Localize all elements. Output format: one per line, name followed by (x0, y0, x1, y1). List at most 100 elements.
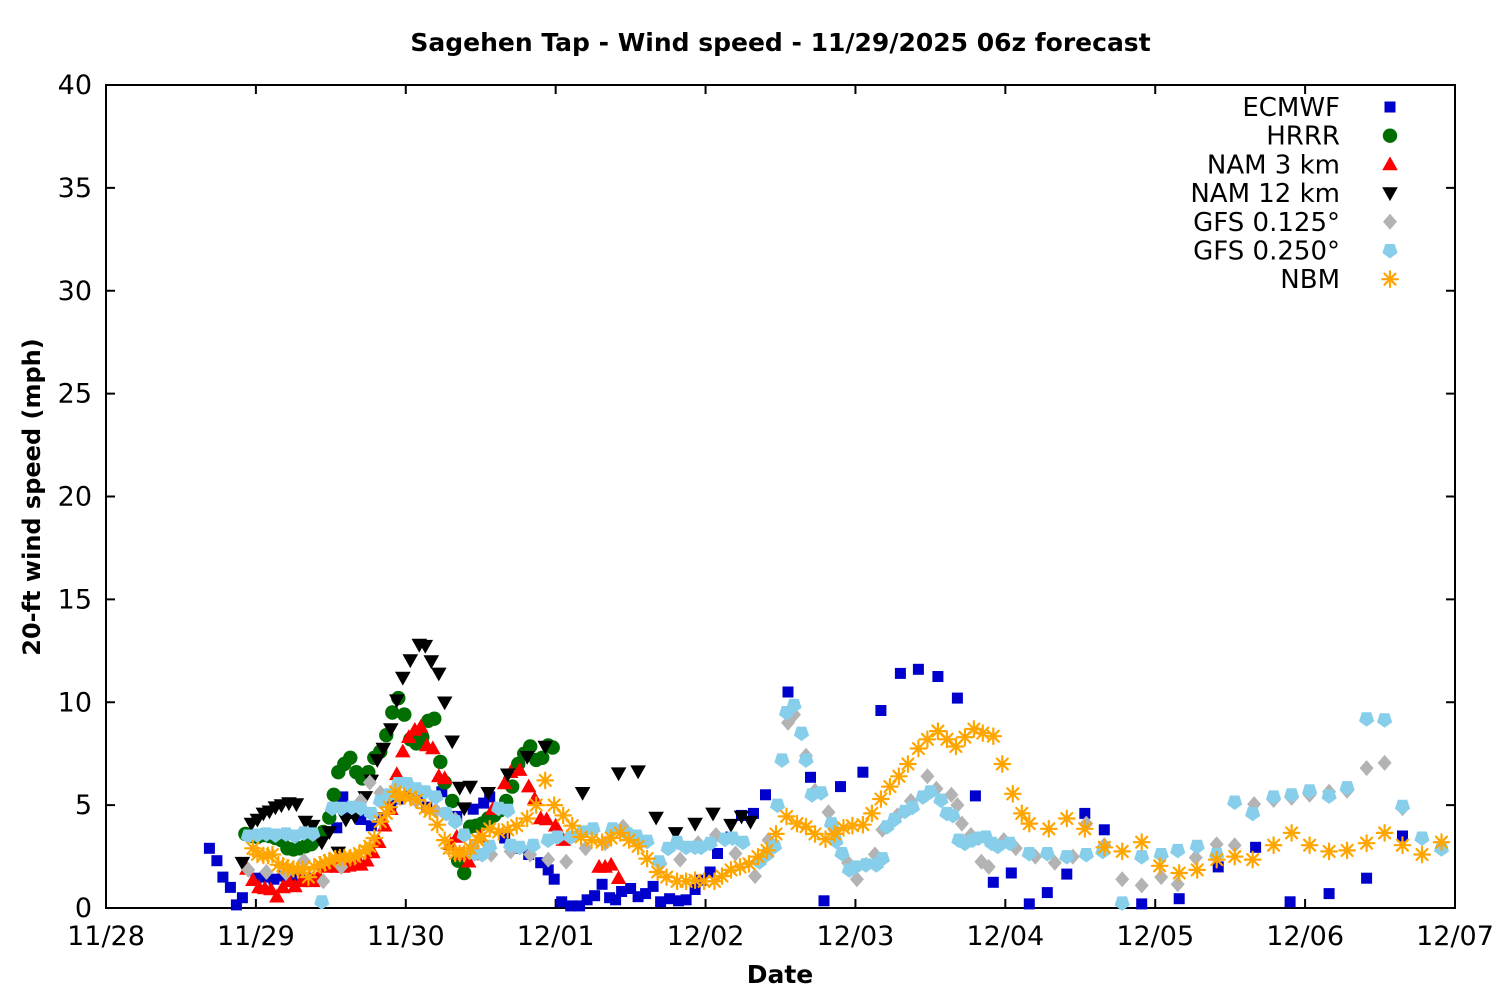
x-tick-label: 11/28 (67, 921, 145, 952)
ecmwf-data-point (1041, 887, 1053, 899)
nbm-data-point (1357, 834, 1376, 853)
nbm-data-point (518, 809, 537, 828)
star-arm (604, 831, 618, 845)
nbm-data-point (638, 849, 657, 868)
star-arm (967, 722, 981, 736)
gfs-0-250-data-point (793, 726, 810, 742)
gfs-0-250-data-point (428, 790, 444, 805)
star-arm (865, 806, 879, 821)
gfs-0-250-data-point (813, 786, 829, 801)
star-arm (808, 827, 822, 841)
gfs-0-250-data-point (1059, 850, 1075, 865)
star-arm (1135, 835, 1149, 849)
star-arm (403, 790, 417, 804)
star-arm (836, 821, 851, 835)
star-arm (1172, 866, 1186, 880)
ecmwf-data-point (1005, 867, 1017, 879)
gfs-0-250-data-point (512, 840, 528, 856)
star-arm (295, 862, 310, 876)
nam-3-km-data-point (401, 729, 417, 743)
gfs-0-250-data-point (525, 838, 541, 854)
gfs-0-125-data-point (728, 845, 743, 862)
nam-12-km-data-point (723, 818, 739, 833)
x-tick-label: 11/30 (367, 921, 445, 952)
star-arm (510, 819, 524, 833)
gfs-0-250-data-point (1039, 847, 1055, 862)
hrrr-data-point (433, 754, 448, 770)
ecmwf-data-point (610, 894, 622, 906)
ecmwf-data-point (548, 873, 560, 885)
gfs-0-125-data-point (920, 768, 935, 785)
nbm-data-point (1320, 842, 1339, 861)
star-arm (920, 732, 935, 746)
y-tick-label: 20 (58, 482, 92, 513)
legend-marker-diamond (1383, 213, 1397, 230)
gfs-0-250-data-point (500, 803, 516, 819)
ecmwf-data-point (604, 892, 616, 904)
legend-label: NBM (1280, 265, 1340, 295)
gfs-0-250-data-point (267, 828, 283, 843)
ecmwf-data-point (689, 884, 701, 895)
gfs-0-250-data-point (1284, 788, 1300, 803)
nbm-data-point (928, 722, 947, 741)
legend-label: ECMWF (1242, 93, 1340, 123)
gfs-0-250-data-point (1377, 713, 1393, 728)
star-arm (640, 851, 654, 866)
star-arm (438, 833, 452, 847)
ecmwf-data-point (535, 857, 547, 869)
nam-3-km-data-point (603, 856, 619, 871)
star-arm (1006, 787, 1020, 801)
star-arm (874, 792, 888, 806)
ecmwf-data-point (760, 789, 771, 801)
star-arm (1228, 849, 1242, 864)
ecmwf-data-point (932, 671, 944, 682)
star-arm (1284, 826, 1299, 840)
star-arm (790, 816, 804, 831)
ecmwf-data-point (704, 866, 716, 878)
star-arm (1322, 844, 1336, 859)
gfs-0-250-data-point (314, 895, 330, 910)
ecmwf-data-point (987, 876, 999, 888)
hrrr-data-point (343, 750, 358, 765)
ecmwf-data-point (331, 822, 343, 834)
gfs-0-125-data-point (1154, 869, 1169, 886)
ecmwf-data-point (436, 786, 448, 798)
nam-3-km-data-point (520, 778, 537, 793)
nam-12-km-data-point (537, 740, 553, 755)
nbm-data-point (1113, 842, 1132, 861)
ecmwf-data-point (542, 864, 554, 876)
gfs-0-250-data-point (1227, 795, 1243, 810)
ecmwf-data-point (365, 820, 377, 832)
nam-12-km-data-point (389, 694, 405, 709)
nam-3-km-data-point (425, 740, 441, 755)
x-tick-label: 12/06 (1266, 921, 1344, 952)
nbm-data-point (843, 816, 862, 835)
star-arm (715, 869, 729, 883)
star-arm (574, 830, 588, 844)
series-ecmwf (203, 663, 1408, 912)
nbm-data-point (572, 828, 591, 846)
nbm-data-point (767, 824, 785, 843)
nam-3-km-data-point (460, 853, 477, 868)
gfs-0-250-data-point (1266, 790, 1282, 805)
gfs-0-250-data-point (1114, 896, 1130, 911)
legend-label: GFS 0.250° (1193, 237, 1340, 267)
nam-12-km-data-point (687, 817, 703, 832)
ecmwf-data-point (1023, 898, 1035, 910)
nbm-data-point (629, 837, 648, 856)
x-tick-label: 12/01 (517, 921, 595, 952)
nbm-data-point (1338, 841, 1357, 860)
star-arm (1246, 852, 1260, 867)
star-arm (1153, 859, 1167, 873)
nbm-data-point (554, 806, 573, 825)
nam-12-km-data-point (462, 780, 478, 795)
nbm-data-point (461, 839, 480, 858)
star-arm (382, 800, 396, 814)
gfs-0-125-data-point (821, 804, 836, 821)
nbm-data-point (1039, 819, 1058, 838)
nam-12-km-data-point (297, 815, 314, 830)
nbm-data-point (740, 854, 758, 873)
gfs-0-125-data-point (541, 851, 556, 868)
nam-3-km-data-point (547, 817, 564, 832)
series-gfs-0-250 (240, 698, 1450, 911)
